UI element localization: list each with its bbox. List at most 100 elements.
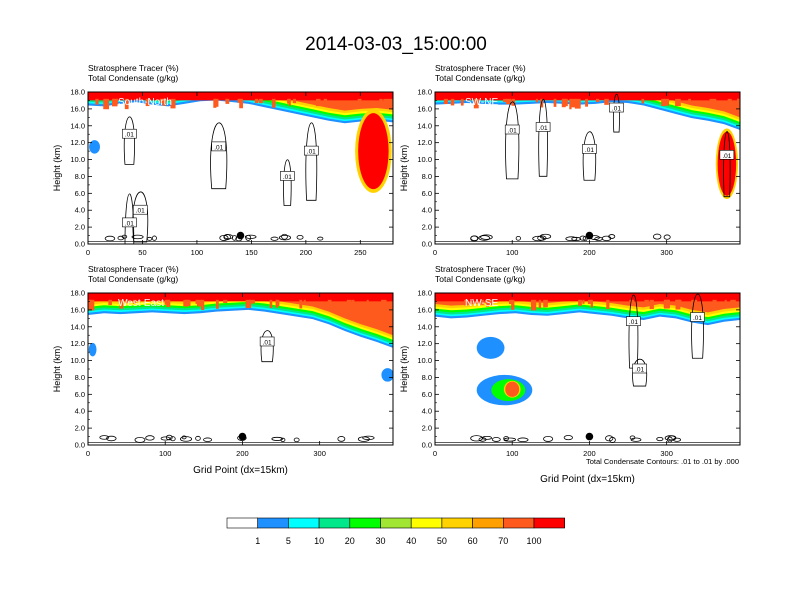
colorbar-swatch xyxy=(226,517,259,529)
contour-label: .01 xyxy=(535,122,551,132)
contour-ground-loop xyxy=(515,235,521,241)
panel-subtitle-condensate: Total Condensate (g/kg) xyxy=(435,73,525,83)
contour-line xyxy=(612,93,620,133)
contour-ground-loop xyxy=(543,435,554,442)
condensate-contours xyxy=(88,116,393,244)
tracer-streak xyxy=(271,98,276,108)
contour-label-text: .01 xyxy=(612,106,621,113)
tracer-top-layer xyxy=(435,92,740,101)
x-tick-label: 200 xyxy=(583,248,596,257)
tracer-streak xyxy=(160,98,166,103)
colorbar-swatch xyxy=(441,517,473,529)
contour-label-text: .01 xyxy=(125,220,134,227)
colorbar-swatch xyxy=(472,517,504,529)
tracer-streak xyxy=(185,299,188,307)
y-tick-label: 6.0 xyxy=(422,189,432,198)
tracer-streak xyxy=(201,299,205,311)
contour-line xyxy=(210,122,228,190)
tracer-streak xyxy=(299,299,303,309)
location-marker xyxy=(585,432,594,441)
tracer-streak xyxy=(450,98,455,106)
tracer-streak xyxy=(287,98,290,104)
colorbar-label: 5 xyxy=(286,536,291,546)
plot-area: .01 .01 .01 xyxy=(435,293,740,445)
tracer-streak xyxy=(132,299,137,304)
x-tick-label: 150 xyxy=(245,248,258,257)
y-tick-label: 6.0 xyxy=(75,189,85,198)
tracer-streak xyxy=(249,299,255,304)
y-tick-label: 12.0 xyxy=(417,339,432,348)
tracer-streak xyxy=(535,98,538,103)
y-tick-label: 18.0 xyxy=(417,88,432,97)
panel-2: Stratosphere Tracer (%)Total Condensate … xyxy=(399,63,741,257)
panel-subtitle-condensate: Total Condensate (g/kg) xyxy=(435,274,525,284)
x-tick-label: 100 xyxy=(159,449,172,458)
contour-ground-loop xyxy=(601,235,612,242)
y-axis-label: Height (km) xyxy=(399,145,409,192)
contour-ground-loop xyxy=(151,235,157,241)
tracer-top-layer xyxy=(435,293,740,302)
contour-ground-loop xyxy=(121,234,128,239)
x-tick-label: 0 xyxy=(433,449,437,458)
tracer-streak xyxy=(108,299,112,306)
contour-ground-loop xyxy=(503,437,517,442)
contour-ground-loop xyxy=(106,435,117,442)
contour-ground-loop xyxy=(357,436,370,442)
y-tick-label: 14.0 xyxy=(417,322,432,331)
x-tick-label: 0 xyxy=(86,449,90,458)
tracer-streak xyxy=(215,299,219,309)
contour-ground-loop xyxy=(491,437,501,442)
colorbar-label: 100 xyxy=(526,536,541,546)
tracer-streak xyxy=(508,299,512,305)
tracer-streak xyxy=(170,98,176,109)
tracer-blob-1 xyxy=(358,113,389,190)
tracer-streak xyxy=(727,98,732,103)
contour-line xyxy=(283,159,292,206)
tracer-streak xyxy=(480,299,484,305)
y-tick-label: 8.0 xyxy=(422,373,432,382)
x-tick-label: 100 xyxy=(191,248,204,257)
tracer-streak xyxy=(196,299,202,307)
y-tick-label: 14.0 xyxy=(417,121,432,130)
tracer-streak xyxy=(460,98,464,106)
colorbar-swatch xyxy=(288,517,320,529)
colorbar-swatch xyxy=(380,517,412,529)
tracer-streak xyxy=(578,299,582,306)
tracer-streak xyxy=(225,98,230,104)
tracer-streak xyxy=(303,299,306,305)
contour-label-text: .01 xyxy=(307,149,316,156)
contour-label-text: .01 xyxy=(283,174,292,181)
tracer-blob-0 xyxy=(89,140,100,154)
colorbar-label: 70 xyxy=(498,536,508,546)
x-tick-label: 200 xyxy=(300,248,313,257)
tracer-streak xyxy=(195,299,198,304)
tracer-band-6 xyxy=(88,293,393,336)
tracer-streak xyxy=(269,299,273,309)
tracer-streak xyxy=(736,98,740,109)
y-tick-label: 18.0 xyxy=(70,88,85,97)
contour-ground-loop xyxy=(539,233,552,240)
tracer-streak xyxy=(562,98,568,107)
contour-ground-loop xyxy=(656,436,664,442)
colorbar-label: 10 xyxy=(314,536,324,546)
tracer-streak xyxy=(381,299,387,305)
y-tick-label: 12.0 xyxy=(417,138,432,147)
y-tick-label: 16.0 xyxy=(70,104,85,113)
tracer-streak xyxy=(664,299,670,309)
contour-line xyxy=(628,294,639,369)
contour-ground-loop xyxy=(219,234,229,241)
colorbar-label: 40 xyxy=(406,536,416,546)
contour-label: .01 xyxy=(504,124,520,135)
contour-ground-loop xyxy=(104,235,116,242)
x-tick-label: 200 xyxy=(583,449,596,458)
figure-title: 2014-03-03_15:00:00 xyxy=(305,34,487,55)
panel-subtitle-condensate: Total Condensate (g/kg) xyxy=(88,274,178,284)
y-axis-label: Height (km) xyxy=(52,346,62,393)
y-tick-label: 6.0 xyxy=(75,390,85,399)
tracer-streak xyxy=(383,98,390,109)
panel-label: NW-SE xyxy=(465,298,498,309)
contour-ground-loop xyxy=(245,234,252,241)
contour-ground-loop xyxy=(663,234,671,240)
x-tick-label: 250 xyxy=(354,248,367,257)
contour-ground-loop xyxy=(296,234,304,240)
